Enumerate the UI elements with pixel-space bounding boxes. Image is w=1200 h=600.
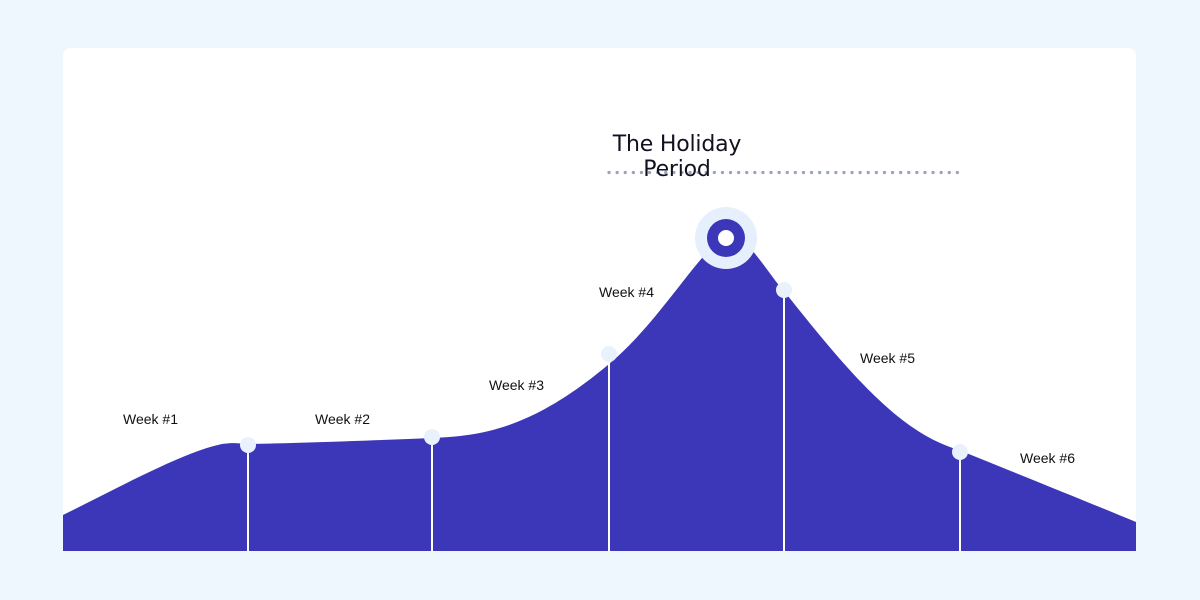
- week-label-5: Week #5: [860, 350, 915, 366]
- area-curve: [63, 238, 1136, 551]
- peak-ring-icon: [695, 207, 757, 269]
- week-label-2: Week #2: [315, 411, 370, 427]
- marker-dot-3: [601, 346, 617, 362]
- marker-dot-4: [776, 282, 792, 298]
- marker-dot-1: [240, 437, 256, 453]
- week-label-6: Week #6: [1020, 450, 1075, 466]
- week-label-3: Week #3: [489, 377, 544, 393]
- marker-dot-5: [952, 444, 968, 460]
- week-label-4: Week #4: [599, 284, 654, 300]
- week-label-1: Week #1: [123, 411, 178, 427]
- holiday-period-title: The Holiday Period: [612, 132, 742, 182]
- marker-dot-2: [424, 429, 440, 445]
- area-curve-diagram: [63, 170, 1136, 551]
- chart-card: The Holiday Period Week #1 Week #2 Week …: [63, 48, 1136, 551]
